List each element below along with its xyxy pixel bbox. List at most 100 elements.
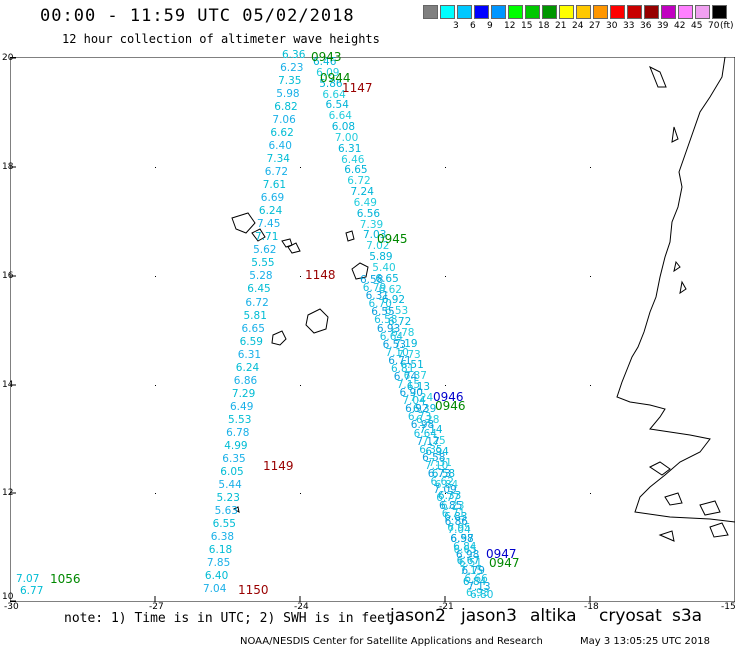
- legend-label: 27: [589, 21, 601, 31]
- legend-color-swatch: [576, 5, 591, 19]
- grid-dot: [155, 385, 156, 386]
- swh-value: 6.40: [204, 570, 229, 582]
- legend-label: 36: [640, 21, 652, 31]
- swh-value: 6.35: [419, 443, 443, 456]
- swh-value: 6.18: [208, 543, 233, 556]
- swh-value: 7.13: [467, 580, 491, 593]
- swh-value: 6.81: [391, 362, 415, 375]
- pass-time-label: 1149: [263, 459, 294, 473]
- swh-value: 6.13: [406, 381, 431, 394]
- swh-value: 7.10: [385, 346, 409, 359]
- legend-color-swatch: [525, 5, 540, 19]
- legend-color-swatch: [474, 5, 489, 19]
- swh-value: 6.28: [416, 413, 440, 426]
- lon-label: -30: [4, 602, 19, 612]
- generated-timestamp: May 3 13:05:25 UTC 2018: [580, 636, 710, 647]
- swh-value: 7.61: [262, 179, 287, 192]
- swh-value: 6.86: [444, 516, 468, 529]
- legend-color-swatch: [593, 5, 608, 19]
- swh-value: 6.83: [444, 511, 468, 524]
- map-title: 00:00 - 11:59 UTC 05/02/2018: [40, 6, 355, 26]
- swh-value: 6.86: [233, 374, 258, 387]
- swh-value: 7.39: [359, 218, 384, 231]
- legend-color-swatch: [610, 5, 625, 19]
- swh-value: 6.69: [260, 192, 285, 205]
- swh-value: 7.00: [334, 131, 359, 144]
- swh-value: 6.72: [245, 296, 269, 309]
- swh-value: 6.33: [437, 489, 462, 502]
- swh-value: 6.24: [235, 361, 260, 374]
- grid-dot: [155, 167, 156, 168]
- swh-value: 6.53: [382, 338, 406, 351]
- swh-value: 6.62: [430, 475, 454, 488]
- swh-value: 6.79: [362, 282, 387, 295]
- swh-value: 7.07: [16, 573, 40, 585]
- swh-value: 6.71: [441, 508, 466, 521]
- lon-label: -21: [439, 602, 454, 612]
- swh-value: 5.98: [276, 88, 300, 101]
- swh-value: 7.35: [278, 75, 302, 87]
- swh-value: 7.19: [394, 337, 418, 350]
- swh-value: 7.04: [447, 524, 471, 537]
- legend-label: 18: [538, 21, 550, 31]
- pass-time-label: 0947: [486, 547, 517, 561]
- swh-value: 6.97: [450, 532, 474, 545]
- legend-color-swatch: [644, 5, 659, 19]
- legend-unit: (ft): [720, 21, 734, 31]
- swh-value: 7.09: [433, 484, 457, 496]
- satellite-legend-cryosat: cryosat: [599, 606, 662, 626]
- pass-time-label: 0947: [489, 556, 520, 570]
- swh-value: 5.23: [216, 491, 240, 504]
- swh-value: 6.65: [453, 543, 477, 556]
- swh-value: 6.67: [456, 554, 480, 567]
- swh-value: 6.92: [381, 294, 406, 307]
- grid-dot: [445, 276, 446, 277]
- swh-value: 6.35: [222, 452, 246, 465]
- swh-value: 6.39: [412, 402, 437, 415]
- legend-label: 15: [521, 21, 533, 31]
- swh-value: 6.62: [378, 283, 402, 296]
- swh-value: 6.37: [403, 370, 427, 383]
- grid-dot: [590, 493, 591, 494]
- swh-value: 6.23: [441, 500, 465, 513]
- grid-dot: [590, 276, 591, 277]
- swh-value: 6.98: [410, 419, 435, 432]
- swh-value: 6.55: [371, 306, 395, 319]
- swh-value: 7.24: [409, 391, 434, 404]
- satellite-legend-jason2: jason2: [390, 606, 446, 626]
- swh-value: 5.53: [228, 413, 252, 426]
- swh-value: 7.15: [396, 379, 421, 391]
- lat-label: 10: [2, 592, 14, 602]
- swh-value: 7.17: [416, 435, 440, 448]
- grid-dot: [445, 167, 446, 168]
- swh-value: 7.15: [459, 565, 484, 578]
- swh-value: 5.40: [372, 261, 396, 274]
- satellite-legend-s3a: s3a: [672, 606, 703, 626]
- coastline: [231, 57, 735, 542]
- lon-label: -27: [149, 602, 164, 612]
- legend-label: 42: [674, 21, 686, 31]
- swh-value: 6.79: [461, 564, 485, 577]
- swh-value: 6.65: [344, 164, 368, 177]
- swh-value: 6.46: [341, 153, 365, 166]
- legend-color-swatch: [440, 5, 455, 19]
- swh-value: 6.85: [439, 500, 463, 513]
- legend-color-swatch: [661, 5, 676, 19]
- swh-value: 6.71: [388, 354, 412, 367]
- swh-value: 6.58: [360, 274, 384, 286]
- swh-value: 6.55: [212, 517, 236, 530]
- lat-label: 12: [2, 488, 14, 498]
- legend-color-swatch: [508, 5, 523, 19]
- swh-value: 6.62: [270, 127, 294, 140]
- legend-color-swatch: [627, 5, 642, 19]
- lat-label: 18: [2, 162, 14, 172]
- swh-value: 6.49: [230, 400, 254, 413]
- grid-dot: [300, 385, 301, 386]
- swh-value: 6.73: [407, 411, 432, 424]
- legend-label: 6: [470, 21, 476, 31]
- swh-value: 6.59: [239, 335, 263, 348]
- footer-note: note: 1) Time is in UTC; 2) SWH is in fe…: [64, 611, 393, 626]
- swh-value: 6.58: [431, 467, 456, 480]
- swh-value: 7.04: [402, 395, 426, 408]
- lat-label: 20: [2, 53, 14, 63]
